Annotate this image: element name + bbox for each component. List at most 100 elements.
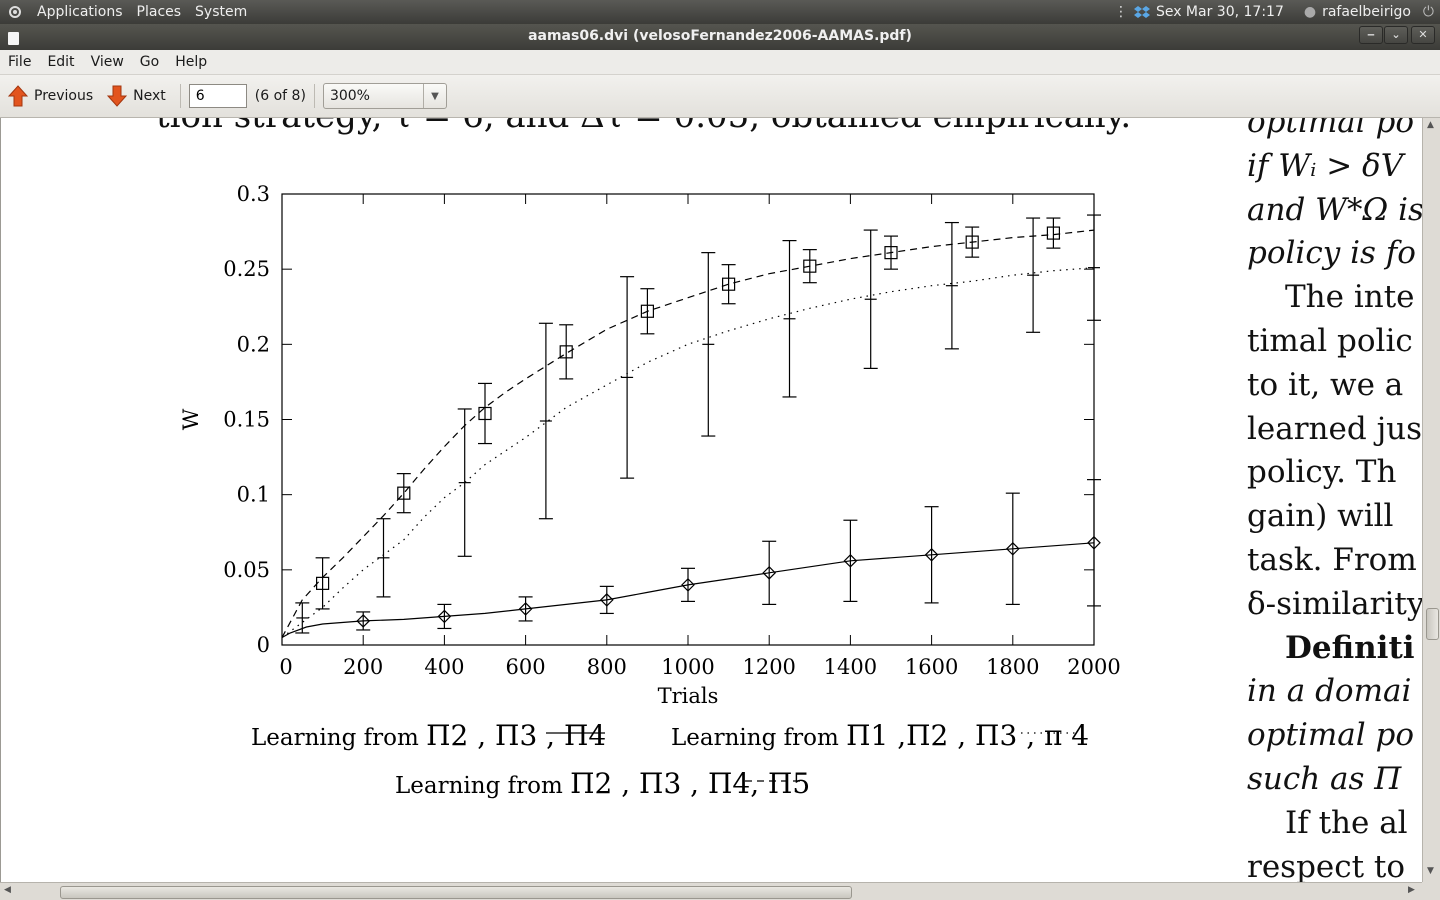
x-tick-label: 800 bbox=[587, 655, 627, 679]
menu-view[interactable]: View bbox=[90, 54, 124, 70]
menubar: File Edit View Go Help bbox=[0, 50, 1440, 75]
user-name[interactable]: rafaelbeirigo bbox=[1322, 4, 1411, 20]
top-panel: Applications Places System ⋮ Sex Mar 30,… bbox=[0, 0, 1440, 24]
gnome-foot-icon[interactable] bbox=[6, 3, 24, 21]
data-point-diamond bbox=[843, 553, 858, 568]
y-tick-label: 0.25 bbox=[223, 257, 270, 281]
previous-label: Previous bbox=[34, 88, 94, 104]
chevron-down-icon[interactable]: ▼ bbox=[422, 84, 446, 108]
data-point-diamond bbox=[1087, 535, 1101, 550]
vertical-scrollbar[interactable]: ▲ ▼ bbox=[1422, 118, 1440, 882]
close-button[interactable]: ✕ bbox=[1411, 26, 1435, 44]
x-tick-label: 1200 bbox=[742, 655, 795, 679]
series-dotted bbox=[281, 214, 1101, 638]
series-dashed bbox=[281, 217, 1095, 638]
applications-menu[interactable]: Applications bbox=[37, 4, 123, 20]
arrow-up-icon bbox=[8, 85, 28, 107]
dropbox-icon[interactable] bbox=[1133, 4, 1150, 20]
data-point-square bbox=[721, 277, 736, 291]
paper-line: δ-similarity bbox=[1247, 585, 1423, 622]
places-menu[interactable]: Places bbox=[136, 4, 182, 20]
scroll-corner bbox=[1422, 882, 1440, 900]
previous-button[interactable]: Previous bbox=[0, 80, 99, 112]
toolbar: Previous Next (6 of 8) 300% ▼ bbox=[0, 75, 1440, 118]
scroll-left-icon[interactable]: ◀ bbox=[4, 885, 11, 895]
data-point-square bbox=[884, 246, 898, 260]
paper-line: If the al bbox=[1285, 804, 1408, 841]
clock[interactable]: Sex Mar 30, 17:17 bbox=[1155, 4, 1284, 20]
paper-line: The inte bbox=[1285, 279, 1415, 316]
scroll-up-icon[interactable]: ▲ bbox=[1427, 120, 1434, 130]
paper-line: policy. Th bbox=[1247, 454, 1397, 491]
series-line bbox=[281, 542, 1095, 639]
data-point-diamond bbox=[356, 614, 371, 628]
paper-line: to it, we a bbox=[1247, 366, 1404, 403]
y-tick-label: 0.3 bbox=[237, 182, 270, 206]
vertical-scroll-thumb[interactable] bbox=[1426, 608, 1439, 640]
data-point-square bbox=[478, 406, 492, 421]
legend-prefix: Learning from bbox=[671, 725, 846, 751]
legend-symbols: Π2 , Π3 , Π4 bbox=[426, 719, 606, 752]
menu-edit[interactable]: Edit bbox=[47, 54, 75, 70]
paper-line: optimal po bbox=[1247, 118, 1415, 140]
arrow-down-icon bbox=[107, 85, 128, 107]
data-point-diamond bbox=[762, 565, 777, 580]
zoom-value: 300% bbox=[329, 88, 370, 104]
data-point-square bbox=[559, 345, 573, 359]
x-tick-label: 1000 bbox=[661, 655, 714, 679]
paper-line: learned jus bbox=[1247, 410, 1423, 447]
legend-label: Learning from Π2 , Π3 , Π4 bbox=[251, 719, 606, 752]
data-point-square bbox=[803, 259, 817, 273]
menu-go[interactable]: Go bbox=[139, 54, 160, 70]
data-point-diamond bbox=[437, 609, 452, 624]
next-label: Next bbox=[133, 88, 166, 104]
x-tick-label: 600 bbox=[506, 655, 546, 679]
scroll-down-icon[interactable]: ▼ bbox=[1427, 866, 1434, 876]
page-number-input[interactable] bbox=[188, 84, 247, 108]
paper-line: and W*Ω is bbox=[1247, 191, 1423, 228]
legend-symbols: Π2 , Π3 , Π4, Π5 bbox=[570, 767, 810, 800]
horizontal-scrollbar[interactable]: ◀ ▶ bbox=[0, 882, 1422, 900]
data-point-diamond bbox=[681, 578, 695, 592]
paper-right-column: optimal po if Wᵢ > δV and W*Ω is policy is … bbox=[1247, 118, 1423, 882]
page-count: (6 of 8) bbox=[254, 88, 306, 104]
paper-line: task. From bbox=[1247, 542, 1417, 578]
figure-chart: 0 200 400 600 800 1000 1200 1400 1600 1800 2000 0 0.… bbox=[179, 182, 1121, 800]
data-point-diamond bbox=[518, 602, 533, 616]
data-point-square bbox=[965, 235, 979, 249]
chat-status-icon[interactable]: ● bbox=[1303, 4, 1317, 20]
document-icon[interactable] bbox=[8, 32, 19, 45]
data-point-square bbox=[316, 576, 330, 590]
legend-prefix: Learning from bbox=[251, 725, 426, 751]
document-view[interactable]: tion strategy, τ = 6, and Δτ = 0.05, obt… bbox=[0, 118, 1423, 882]
x-tick-label: 200 bbox=[343, 655, 383, 679]
y-tick-label: 0.2 bbox=[237, 332, 270, 356]
minimize-button[interactable]: ‒ bbox=[1359, 26, 1383, 44]
scroll-right-icon[interactable]: ▶ bbox=[1408, 885, 1415, 895]
paper-line: such as Π bbox=[1247, 761, 1402, 797]
legend-symbols: Π1 ,Π2 , Π3 , π 4 bbox=[846, 719, 1089, 752]
y-tick-label: 0.15 bbox=[223, 408, 270, 432]
data-point-diamond bbox=[1005, 541, 1020, 556]
next-button[interactable]: Next bbox=[99, 80, 172, 112]
paper-line: if Wᵢ > δV bbox=[1247, 147, 1404, 184]
data-point-square bbox=[640, 304, 655, 318]
horizontal-scroll-thumb[interactable] bbox=[60, 886, 852, 899]
menu-file[interactable]: File bbox=[8, 54, 32, 70]
paper-line: gain) will bbox=[1247, 498, 1394, 535]
y-tick-label: 0.05 bbox=[223, 558, 270, 582]
paper-text-top: tion strategy, τ = 6, and Δτ = 0.05, obt… bbox=[156, 118, 1131, 136]
paper-line: optimal po bbox=[1247, 717, 1415, 754]
power-icon[interactable]: ⏻ bbox=[1422, 4, 1434, 20]
zoom-select[interactable]: 300% ▼ bbox=[322, 83, 447, 109]
paper-line: in a domai bbox=[1247, 673, 1412, 710]
maximize-button[interactable]: ⌄ bbox=[1384, 26, 1408, 44]
system-menu[interactable]: System bbox=[195, 4, 248, 20]
legend-prefix: Learning from bbox=[395, 773, 570, 799]
data-point-diamond bbox=[599, 593, 614, 607]
window-titlebar[interactable]: aamas06.dvi (velosoFernandez2006-AAMAS.p… bbox=[0, 24, 1440, 50]
menu-help[interactable]: Help bbox=[175, 54, 208, 70]
legend-label: Learning from Π2 , Π3 , Π4, Π5 bbox=[395, 767, 810, 800]
y-axis-label: W bbox=[179, 408, 203, 430]
paper-line: policy is fo bbox=[1247, 235, 1416, 272]
